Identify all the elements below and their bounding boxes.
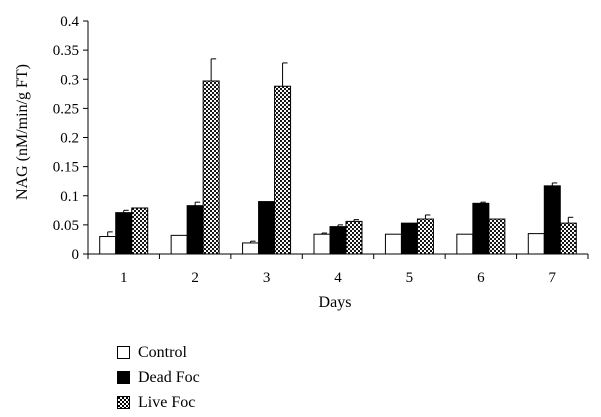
bar-control-day-4 — [313, 233, 331, 255]
x-tick-label: 7 — [549, 270, 557, 286]
x-tick-label: 4 — [334, 270, 342, 286]
legend-swatch-live-foc — [117, 396, 130, 409]
x-tick-label: 2 — [191, 270, 199, 286]
bar-live-foc-day-5 — [416, 218, 434, 255]
legend-item-live-foc: Live Foc — [117, 390, 200, 415]
x-axis-title: Days — [319, 294, 352, 311]
bar-dead-foc-day-6 — [472, 202, 490, 255]
y-tick-label: 0 — [72, 247, 80, 263]
bar-dead-foc-day-1 — [115, 212, 133, 255]
legend-label-dead-foc: Dead Foc — [138, 368, 200, 386]
x-tick-label: 1 — [120, 270, 128, 286]
bar-dead-foc-day-3 — [258, 201, 276, 255]
y-tick-label: 0.2 — [60, 131, 79, 147]
y-axis-title: NAG (nM/min/g FT) — [14, 64, 31, 200]
legend-swatch-control — [117, 346, 130, 359]
bar-control-day-1 — [99, 236, 117, 255]
bar-dead-foc-day-2 — [186, 205, 204, 255]
y-tick-label: 0.25 — [53, 101, 79, 117]
bar-control-day-6 — [456, 233, 474, 255]
bar-live-foc-day-7 — [559, 222, 577, 255]
y-tick-label: 0.1 — [60, 189, 79, 205]
bar-dead-foc-day-4 — [329, 226, 347, 255]
bar-live-foc-day-4 — [345, 220, 363, 255]
legend-swatch-dead-foc — [117, 371, 130, 384]
legend-label-control: Control — [138, 343, 187, 361]
bar-live-foc-day-2 — [202, 80, 220, 255]
bar-control-day-3 — [242, 242, 260, 255]
y-tick-label: 0.35 — [53, 43, 79, 59]
y-tick-label: 0.05 — [53, 218, 79, 234]
x-tick-label: 6 — [477, 270, 485, 286]
bar-dead-foc-day-7 — [543, 185, 561, 255]
legend-item-dead-foc: Dead Foc — [117, 365, 200, 390]
bar-live-foc-day-3 — [274, 85, 292, 255]
bar-live-foc-day-6 — [488, 218, 506, 255]
y-tick-label: 0.4 — [60, 14, 79, 30]
legend: Control Dead Foc Live Foc — [117, 340, 200, 415]
legend-item-control: Control — [117, 340, 200, 365]
x-tick-label: 5 — [406, 270, 414, 286]
bar-chart: 0 0.05 0.1 0.15 0.2 0.25 0.3 0.35 0.4 1 2 3 4 5 6 7 NAG… — [14, 14, 589, 311]
bar-live-foc-day-1 — [131, 207, 149, 255]
bar-control-day-2 — [170, 234, 188, 255]
y-tick-label: 0.3 — [60, 72, 79, 88]
x-tick-label: 3 — [263, 270, 271, 286]
bar-control-day-5 — [384, 233, 402, 255]
legend-label-live-foc: Live Foc — [138, 393, 196, 411]
y-tick-label: 0.15 — [53, 160, 79, 176]
bar-control-day-7 — [527, 233, 545, 255]
bar-dead-foc-day-5 — [400, 222, 418, 255]
